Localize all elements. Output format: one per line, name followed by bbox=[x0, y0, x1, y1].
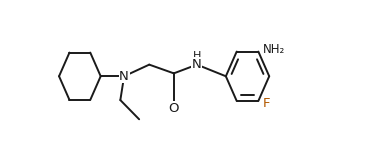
Text: F: F bbox=[263, 97, 270, 110]
Text: N: N bbox=[119, 70, 129, 83]
Text: H: H bbox=[193, 51, 201, 61]
Text: O: O bbox=[169, 102, 179, 115]
Text: NH₂: NH₂ bbox=[263, 43, 285, 56]
Text: N: N bbox=[192, 58, 202, 71]
